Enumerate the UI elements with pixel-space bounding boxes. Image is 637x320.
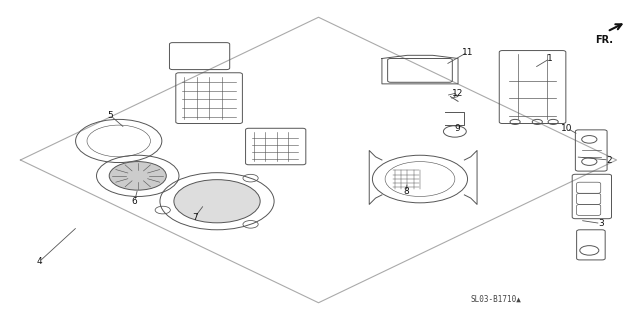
Text: 11: 11	[462, 48, 473, 57]
Circle shape	[174, 180, 260, 223]
Text: 6: 6	[132, 197, 138, 206]
Text: 5: 5	[108, 111, 113, 120]
Text: 9: 9	[454, 124, 460, 133]
Text: 3: 3	[598, 219, 604, 228]
Text: 10: 10	[561, 124, 573, 133]
Text: FR.: FR.	[595, 35, 613, 45]
Text: 2: 2	[606, 156, 612, 164]
Text: 8: 8	[403, 187, 409, 196]
Text: SL03-B1710▲: SL03-B1710▲	[471, 295, 522, 304]
Text: 1: 1	[547, 54, 553, 63]
Circle shape	[109, 162, 166, 190]
Text: 12: 12	[452, 89, 464, 98]
Text: 4: 4	[37, 257, 42, 266]
Text: 7: 7	[192, 212, 197, 222]
